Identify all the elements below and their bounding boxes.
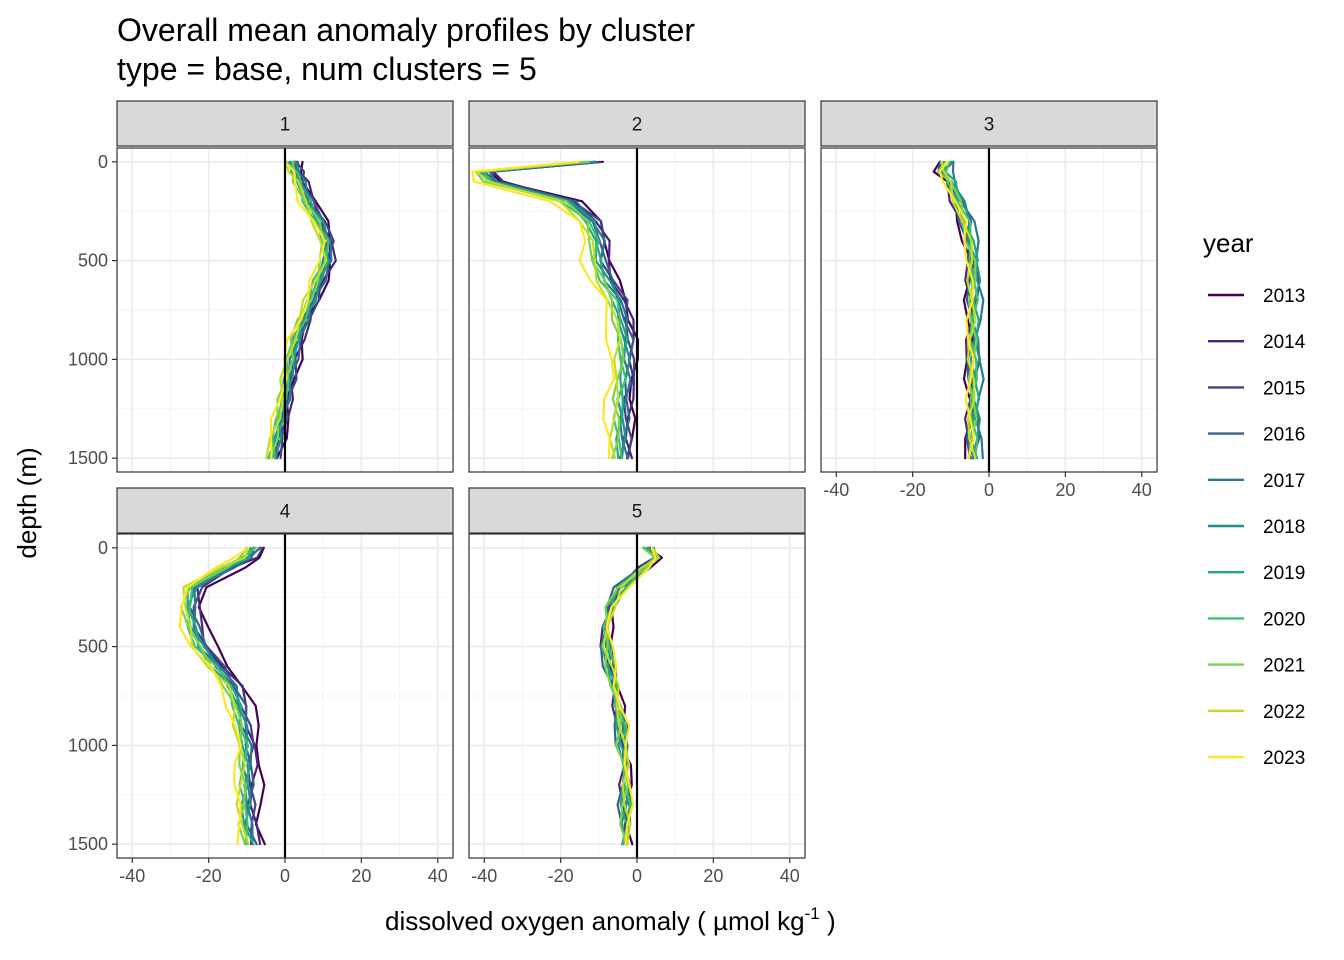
facet-strip-1: [116, 100, 454, 147]
series-line-2023: [605, 546, 657, 846]
y-tick-label: 0: [98, 152, 108, 172]
legend: year 2013 2014 2015 2016 2017 2018 2019 2020 202…: [1203, 228, 1306, 769]
x-tick-label: 20: [351, 866, 371, 886]
facet-strip-label: 1: [280, 115, 291, 136]
facet-strip-5: [468, 487, 806, 534]
series-line-2022: [265, 160, 328, 460]
legend-label-2013: 2013: [1263, 286, 1305, 307]
panel-border: [468, 147, 806, 473]
x-axis-title: dissolved oxygen anomaly ( µmol kg-1 ): [385, 904, 836, 936]
x-axis-title-superscript: -1: [805, 904, 820, 923]
chart-title: Overall mean anomaly profiles by cluster: [117, 12, 695, 48]
legend-label-2014: 2014: [1263, 332, 1306, 353]
series-line-2022: [601, 546, 661, 846]
x-tick-label: -20: [196, 866, 222, 886]
legend-title: year: [1203, 228, 1254, 258]
x-axis-title-main: dissolved oxygen anomaly ( µmol kg: [385, 906, 805, 936]
x-tick-label: -40: [119, 866, 145, 886]
x-tick-label: -20: [548, 866, 574, 886]
facet-strip-label: 4: [280, 502, 291, 523]
x-tick-label: 0: [984, 480, 994, 500]
legend-label-2016: 2016: [1263, 425, 1305, 446]
facet-strip-3: [820, 100, 1158, 147]
x-tick-label: -20: [900, 480, 926, 500]
legend-label-2022: 2022: [1263, 702, 1305, 723]
y-tick-label: 1000: [68, 735, 108, 755]
legend-label-2023: 2023: [1263, 748, 1305, 769]
x-tick-label: 0: [632, 866, 642, 886]
series-line-2020: [944, 160, 979, 460]
y-tick-label: 1500: [68, 448, 108, 468]
series-line-2019: [600, 546, 660, 846]
facet-strip-2: [468, 100, 806, 147]
x-tick-label: 20: [1055, 480, 1075, 500]
y-tick-label: 500: [78, 251, 108, 271]
series-line-2021: [179, 546, 248, 846]
y-tick-label: 0: [98, 538, 108, 558]
x-tick-label: 20: [703, 866, 723, 886]
y-tick-label: 1500: [68, 834, 108, 854]
panel-3: 3 -40 -20 0 20 40: [820, 100, 1158, 500]
series-line-2023: [938, 160, 976, 460]
x-tick-label: 0: [280, 866, 290, 886]
series-line-2023: [178, 546, 250, 846]
legend-label-2017: 2017: [1263, 471, 1305, 492]
series-line-2021: [936, 160, 978, 460]
panel-5: 5 -40 -20 0 20 40: [468, 487, 806, 886]
legend-label-2021: 2021: [1263, 656, 1305, 677]
legend-label-2020: 2020: [1263, 609, 1305, 630]
facet-strip-label: 2: [632, 115, 643, 136]
chart-subtitle: type = base, num clusters = 5: [117, 51, 537, 87]
y-axis-title: depth (m): [12, 447, 42, 558]
legend-label-2015: 2015: [1263, 378, 1305, 399]
x-tick-label: 40: [1132, 480, 1152, 500]
x-tick-label: -40: [471, 866, 497, 886]
panel-1: 1 0 500 1000 1500: [68, 100, 454, 473]
x-tick-label: -40: [823, 480, 849, 500]
facet-strip-label: 3: [984, 115, 995, 136]
legend-label-2018: 2018: [1263, 517, 1305, 538]
facet-strip-4: [116, 487, 454, 534]
x-axis-title-close: ): [820, 906, 836, 936]
series-line-2023: [471, 160, 616, 460]
series-line-2018: [940, 160, 982, 460]
legend-label-2019: 2019: [1263, 563, 1305, 584]
y-tick-label: 1000: [68, 349, 108, 369]
x-tick-label: 40: [428, 866, 448, 886]
y-tick-label: 500: [78, 637, 108, 657]
panel-border: [116, 147, 454, 473]
panel-2: 2: [468, 100, 806, 473]
series-line-2023: [269, 160, 327, 460]
facet-strip-label: 5: [632, 502, 643, 523]
x-tick-label: 40: [780, 866, 800, 886]
